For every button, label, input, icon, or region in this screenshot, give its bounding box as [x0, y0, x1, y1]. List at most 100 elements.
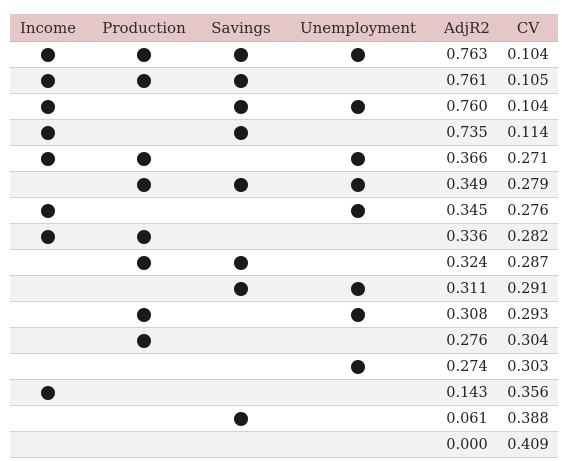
cell-adjr2: 0.276: [436, 327, 498, 354]
cell-production: [86, 223, 202, 250]
cell-savings: [202, 301, 280, 328]
filled-circle-icon: [137, 73, 151, 88]
cell-income: [10, 93, 86, 120]
cell-income: [10, 223, 86, 250]
cell-cv: 0.388: [498, 405, 558, 432]
cell-income: [10, 301, 86, 328]
filled-circle-icon: [41, 203, 55, 218]
table-row: 0.763 0.104: [10, 41, 558, 68]
cell-unemployment: [280, 119, 436, 146]
cell-income: [10, 67, 86, 94]
cell-adjr2: 0.000: [436, 431, 498, 458]
filled-circle-icon: [41, 47, 55, 62]
cell-savings: [202, 41, 280, 68]
cell-income: [10, 379, 86, 406]
filled-circle-icon: [351, 359, 365, 374]
cell-adjr2: 0.760: [436, 93, 498, 120]
column-header-production: Production: [86, 14, 202, 42]
filled-circle-icon: [351, 99, 365, 114]
cell-adjr2: 0.735: [436, 119, 498, 146]
cell-adjr2: 0.336: [436, 223, 498, 250]
header-row: Income Production Savings Unemployment A…: [10, 14, 558, 42]
cell-unemployment: [280, 197, 436, 224]
cell-cv: 0.279: [498, 171, 558, 198]
table-body: 0.763 0.104 0.761 0.105 0.760 0.104 0.735 0.114…: [10, 41, 558, 458]
cell-savings: [202, 431, 280, 458]
cell-unemployment: [280, 223, 436, 250]
filled-circle-icon: [41, 229, 55, 244]
table-row: 0.735 0.114: [10, 119, 558, 146]
cell-production: [86, 93, 202, 120]
filled-circle-icon: [234, 99, 248, 114]
cell-cv: 0.304: [498, 327, 558, 354]
table-row: 0.308 0.293: [10, 301, 558, 328]
filled-circle-icon: [234, 177, 248, 192]
cell-unemployment: [280, 405, 436, 432]
filled-circle-icon: [41, 151, 55, 166]
table-row: 0.761 0.105: [10, 67, 558, 94]
cell-income: [10, 197, 86, 224]
table-row: 0.336 0.282: [10, 223, 558, 250]
cell-income: [10, 249, 86, 276]
table-header: Income Production Savings Unemployment A…: [10, 14, 558, 42]
filled-circle-icon: [351, 307, 365, 322]
table-row: 0.311 0.291: [10, 275, 558, 302]
cell-income: [10, 171, 86, 198]
cell-cv: 0.293: [498, 301, 558, 328]
column-header-unemployment: Unemployment: [280, 14, 436, 42]
filled-circle-icon: [137, 307, 151, 322]
filled-circle-icon: [137, 47, 151, 62]
cell-adjr2: 0.308: [436, 301, 498, 328]
cell-unemployment: [280, 93, 436, 120]
cell-cv: 0.105: [498, 67, 558, 94]
cell-savings: [202, 249, 280, 276]
cell-production: [86, 249, 202, 276]
cell-income: [10, 41, 86, 68]
cell-production: [86, 431, 202, 458]
cell-production: [86, 67, 202, 94]
cell-adjr2: 0.143: [436, 379, 498, 406]
cell-cv: 0.276: [498, 197, 558, 224]
cell-unemployment: [280, 379, 436, 406]
cell-adjr2: 0.345: [436, 197, 498, 224]
cell-adjr2: 0.349: [436, 171, 498, 198]
cell-unemployment: [280, 353, 436, 380]
cell-adjr2: 0.311: [436, 275, 498, 302]
cell-production: [86, 379, 202, 406]
column-header-income: Income: [10, 14, 86, 42]
table-row: 0.143 0.356: [10, 379, 558, 406]
cell-production: [86, 405, 202, 432]
cell-cv: 0.356: [498, 379, 558, 406]
cell-unemployment: [280, 327, 436, 354]
filled-circle-icon: [234, 73, 248, 88]
cell-cv: 0.291: [498, 275, 558, 302]
cell-savings: [202, 223, 280, 250]
table-row: 0.000 0.409: [10, 431, 558, 458]
filled-circle-icon: [351, 281, 365, 296]
filled-circle-icon: [137, 229, 151, 244]
column-header-adjr2: AdjR2: [436, 14, 498, 42]
cell-cv: 0.104: [498, 93, 558, 120]
cell-cv: 0.104: [498, 41, 558, 68]
filled-circle-icon: [351, 47, 365, 62]
filled-circle-icon: [41, 73, 55, 88]
cell-income: [10, 145, 86, 172]
filled-circle-icon: [137, 255, 151, 270]
table-row: 0.760 0.104: [10, 93, 558, 120]
table-row: 0.345 0.276: [10, 197, 558, 224]
table-row: 0.324 0.287: [10, 249, 558, 276]
cell-adjr2: 0.366: [436, 145, 498, 172]
cell-production: [86, 41, 202, 68]
table-row: 0.274 0.303: [10, 353, 558, 380]
cell-savings: [202, 353, 280, 380]
table-row: 0.276 0.304: [10, 327, 558, 354]
cell-cv: 0.271: [498, 145, 558, 172]
filled-circle-icon: [137, 151, 151, 166]
table-row: 0.349 0.279: [10, 171, 558, 198]
cell-production: [86, 197, 202, 224]
cell-savings: [202, 275, 280, 302]
cell-savings: [202, 67, 280, 94]
cell-savings: [202, 171, 280, 198]
cell-adjr2: 0.324: [436, 249, 498, 276]
cell-income: [10, 275, 86, 302]
